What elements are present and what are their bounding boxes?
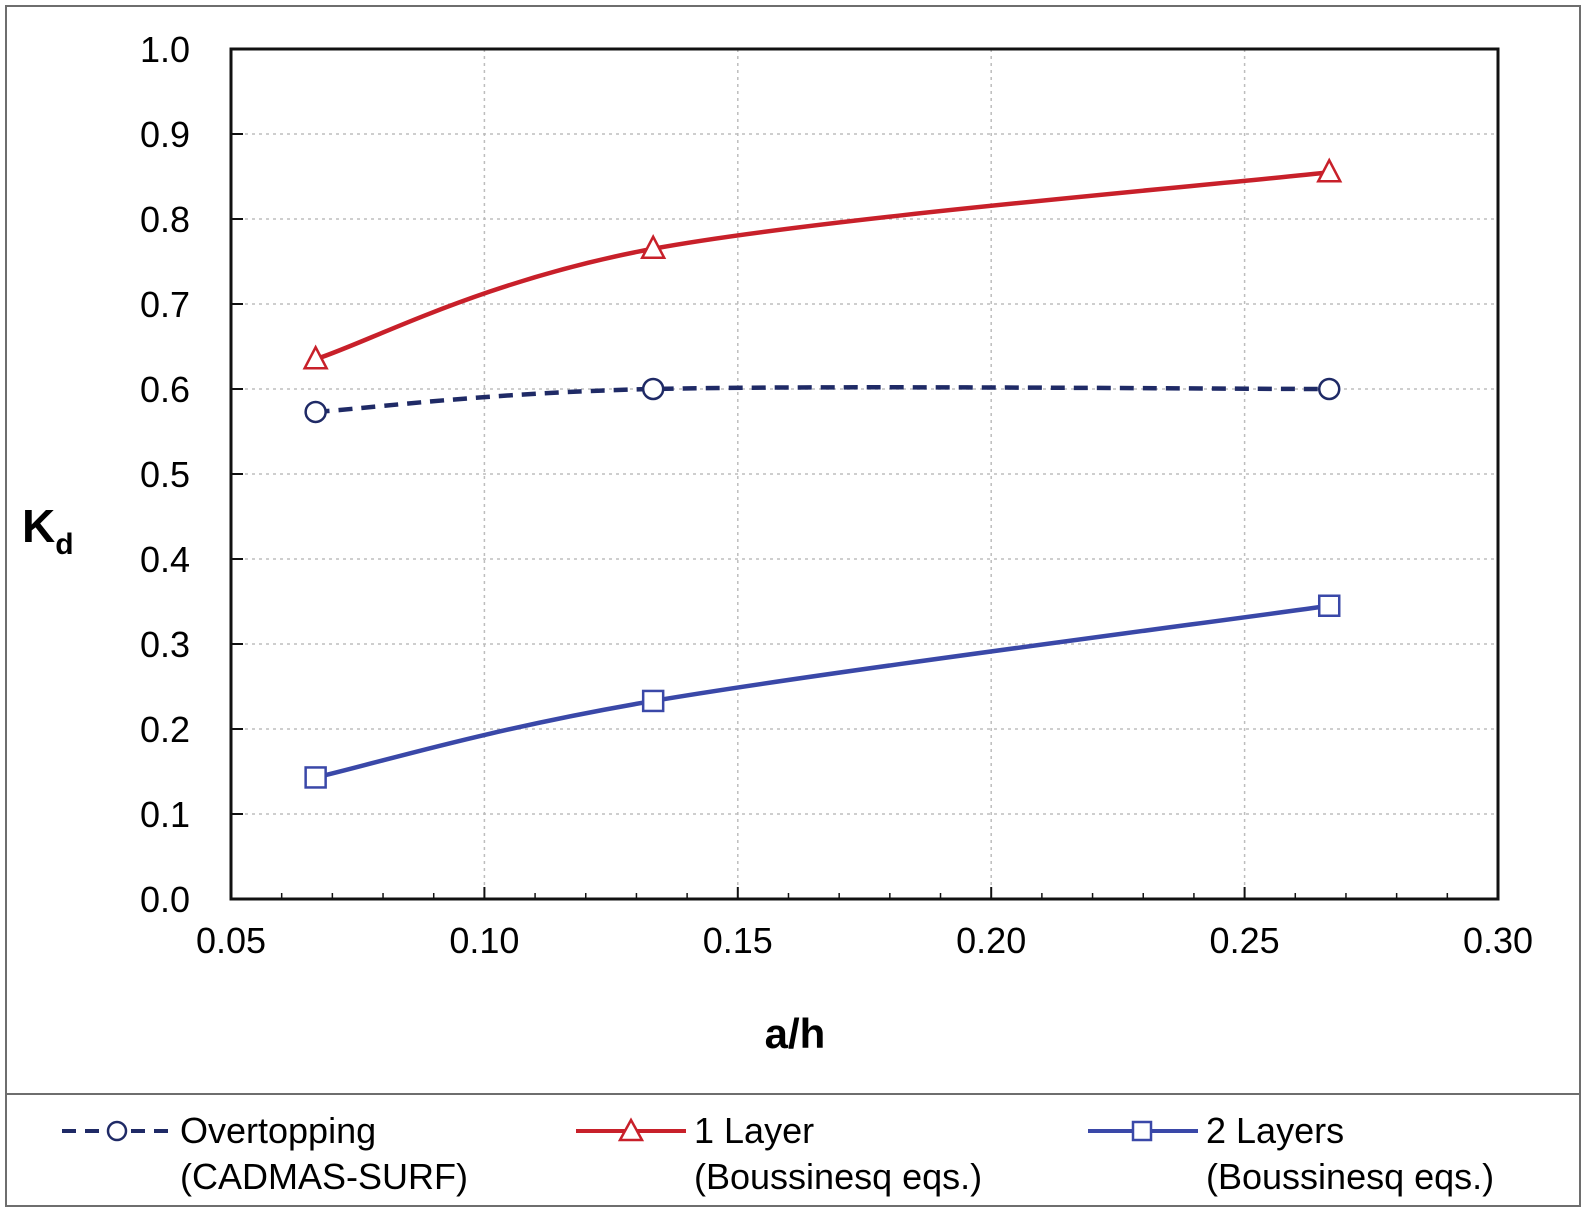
tick-layer <box>230 48 1499 900</box>
y-tick-label: 0.0 <box>140 879 190 920</box>
y-tick-label: 0.3 <box>140 624 190 665</box>
series-line-overtopping <box>315 385 1330 415</box>
data-point-1-layer <box>302 344 329 370</box>
series-layer <box>302 157 1343 789</box>
x-tick-label: 0.05 <box>196 920 266 961</box>
tick-label-layer: 0.05 0.10 0.15 0.20 0.25 0.30 0.0 0.1 0.2 0.3 0.4 0… <box>140 29 1533 961</box>
legend-label-2-layers: 2 Layers <box>1206 1110 1344 1151</box>
data-point-1-layer <box>640 234 667 259</box>
data-point-1-layer <box>1316 157 1343 183</box>
y-axis-label: Kd <box>22 500 74 561</box>
legend-entry-overtopping: Overtopping (CADMAS-SURF) <box>62 1110 468 1197</box>
x-tick-label: 0.20 <box>956 920 1026 961</box>
data-point-2-layers <box>641 689 665 713</box>
y-tick-label: 1.0 <box>140 29 190 70</box>
series-line-1-layer <box>314 170 1330 362</box>
data-point-overtopping <box>1317 377 1341 401</box>
x-tick-label: 0.15 <box>703 920 773 961</box>
legend: Overtopping (CADMAS-SURF) 1 Layer (Bouss… <box>62 1110 1494 1197</box>
legend-sublabel-1-layer: (Boussinesq eqs.) <box>694 1156 982 1197</box>
y-tick-label: 0.2 <box>140 709 190 750</box>
y-tick-label: 0.6 <box>140 369 190 410</box>
data-point-overtopping <box>304 400 327 424</box>
legend-sublabel-overtopping: (CADMAS-SURF) <box>180 1156 468 1197</box>
x-tick-label: 0.30 <box>1463 920 1533 961</box>
legend-entry-1-layer: 1 Layer (Boussinesq eqs.) <box>576 1110 982 1197</box>
grid-layer <box>231 49 1498 899</box>
legend-marker-1-layer <box>617 1117 645 1142</box>
y-tick-label: 0.5 <box>140 454 190 495</box>
series-line-2-layers <box>315 603 1330 780</box>
x-tick-label: 0.25 <box>1210 920 1280 961</box>
data-point-2-layers <box>304 766 327 789</box>
y-tick-label: 0.8 <box>140 199 190 240</box>
legend-marker-overtopping <box>106 1120 128 1142</box>
legend-label-1-layer: 1 Layer <box>694 1110 814 1151</box>
y-axis-label-sub: d <box>55 528 73 561</box>
legend-marker-2-layers <box>1131 1120 1153 1142</box>
legend-label-overtopping: Overtopping <box>180 1110 376 1151</box>
legend-sublabel-2-layers: (Boussinesq eqs.) <box>1206 1156 1494 1197</box>
data-point-2-layers <box>1317 594 1341 617</box>
y-axis-label-main: K <box>22 500 55 552</box>
x-tick-label: 0.10 <box>449 920 519 961</box>
y-tick-label: 0.9 <box>140 114 190 155</box>
y-tick-label: 0.4 <box>140 539 190 580</box>
x-axis-label: a/h <box>765 1010 826 1057</box>
y-tick-label: 0.7 <box>140 284 190 325</box>
legend-entry-2-layers: 2 Layers (Boussinesq eqs.) <box>1088 1110 1494 1197</box>
y-tick-label: 0.1 <box>140 794 190 835</box>
data-point-overtopping <box>641 377 665 401</box>
